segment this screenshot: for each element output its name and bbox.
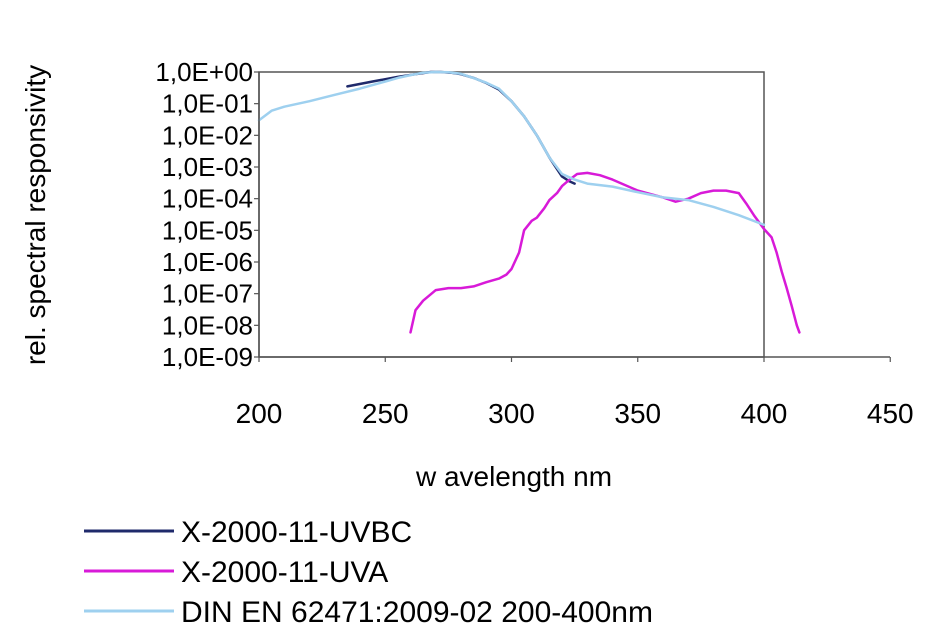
x-tick-label: 450 xyxy=(867,398,914,429)
legend: X-2000-11-UVBC X-2000-11-UVA DIN EN 62471:… xyxy=(84,516,653,629)
y-tick-label: 1,0E-04 xyxy=(162,184,253,214)
plot-area xyxy=(258,71,765,358)
x-axis: 200 250 300 350 400 450 xyxy=(236,356,914,429)
y-tick-label: 1,0E-08 xyxy=(162,310,253,340)
y-tick-label: 1,0E-05 xyxy=(162,215,253,245)
series-layer xyxy=(257,70,801,334)
legend-label-1: X-2000-11-UVBC xyxy=(181,516,412,549)
y-tick-label: 1,0E-03 xyxy=(162,152,253,182)
series-line-2 xyxy=(409,171,801,334)
x-tick-label: 300 xyxy=(488,398,535,429)
y-axis: 1,0E+001,0E-011,0E-021,0E-031,0E-041,0E-… xyxy=(155,57,260,372)
x-tick-label: 400 xyxy=(741,398,788,429)
series-line-3 xyxy=(257,70,766,227)
x-tick-label: 200 xyxy=(236,398,283,429)
legend-label-2: X-2000-11-UVA xyxy=(181,556,388,589)
y-tick-label: 1,0E-09 xyxy=(162,342,253,372)
y-tick-label: 1,0E-01 xyxy=(162,89,253,119)
x-tick-label: 250 xyxy=(362,398,409,429)
y-tick-label: 1,0E+00 xyxy=(155,57,253,87)
x-axis-label: w avelength nm xyxy=(415,461,612,492)
y-axis-label: rel. spectral responsivity xyxy=(20,65,51,365)
legend-label-3: DIN EN 62471:2009-02 200-400nm xyxy=(181,596,653,629)
x-tick-label: 350 xyxy=(614,398,661,429)
y-tick-label: 1,0E-06 xyxy=(162,247,253,277)
y-tick-label: 1,0E-02 xyxy=(162,120,253,150)
y-tick-label: 1,0E-07 xyxy=(162,279,253,309)
